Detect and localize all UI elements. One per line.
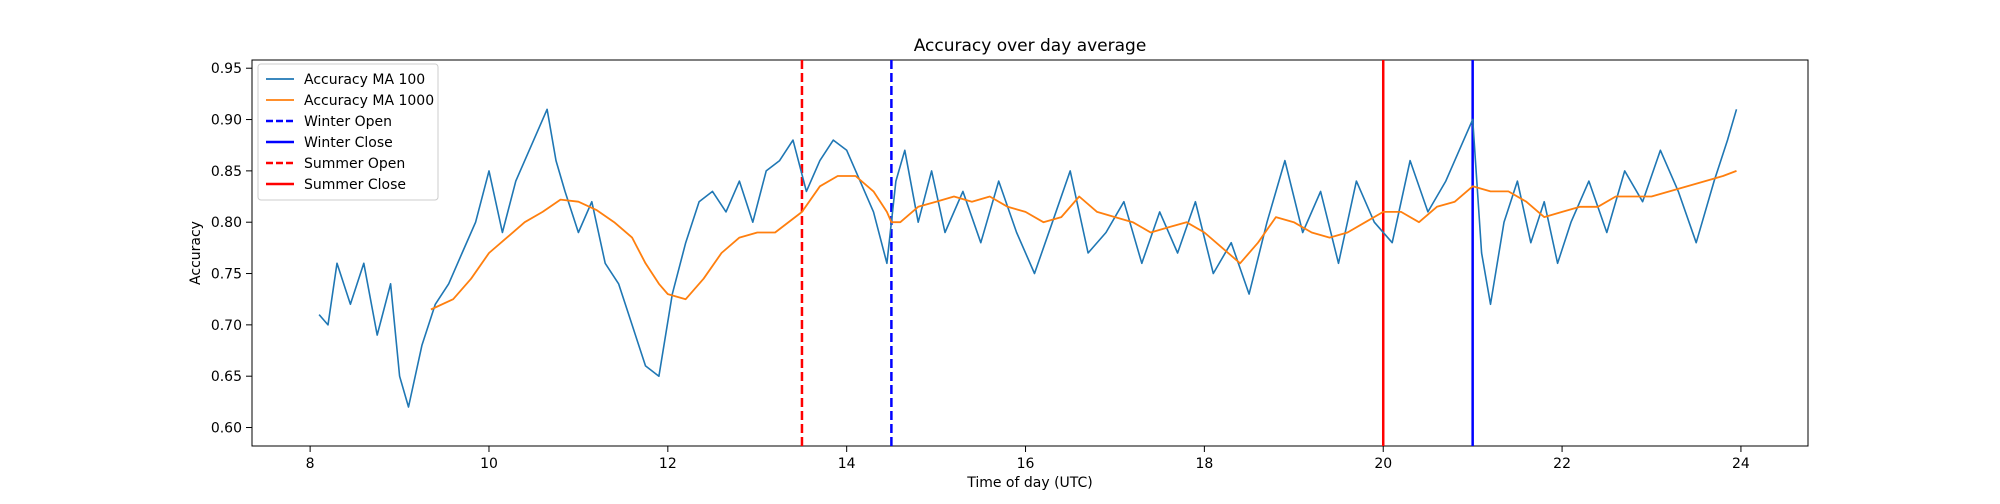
x-tick-label: 16 <box>1017 456 1035 472</box>
y-tick-label: 0.85 <box>211 164 242 180</box>
x-tick-label: 12 <box>659 456 677 472</box>
plot-area: 8 10 12 14 16 18 20 22 24 0.600.650.700.750.800.… <box>211 59 1809 472</box>
x-tick-label: 22 <box>1553 456 1571 472</box>
legend-label: Summer Close <box>304 177 406 193</box>
legend-label: Winter Open <box>304 114 392 130</box>
chart-title: Accuracy over day average <box>914 36 1147 56</box>
y-axis-label: Accuracy <box>188 221 204 285</box>
x-tick-label: 14 <box>838 456 856 472</box>
y-tick-label: 0.75 <box>211 267 242 283</box>
y-tick-label: 0.60 <box>211 421 242 437</box>
legend-label: Summer Open <box>304 156 405 172</box>
y-tick-label: 0.70 <box>211 318 242 334</box>
x-tick-label: 8 <box>306 456 315 472</box>
x-tick-label: 10 <box>480 456 498 472</box>
y-tick-label: 0.80 <box>211 215 242 231</box>
series-line-accuracy-ma-1000 <box>430 170 1737 311</box>
legend-label: Accuracy MA 100 <box>304 72 425 88</box>
legend-label: Winter Close <box>304 135 393 151</box>
y-tick-label: 0.95 <box>211 61 242 77</box>
vertical-lines <box>800 60 1474 446</box>
legend-label: Accuracy MA 1000 <box>304 93 434 109</box>
series-line-accuracy-ma-100 <box>318 108 1738 408</box>
plot-frame <box>251 59 1809 447</box>
x-tick-label: 18 <box>1195 456 1213 472</box>
x-tick-label: 24 <box>1732 456 1750 472</box>
y-tick-label: 0.65 <box>211 369 242 385</box>
legend: Accuracy MA 100 Accuracy MA 1000 Winter Op… <box>257 63 439 201</box>
legend-frame <box>257 63 439 201</box>
x-axis-ticks: 8 10 12 14 16 18 20 22 24 <box>306 446 1750 472</box>
x-axis-label: Time of day (UTC) <box>966 475 1093 491</box>
legend-entries: Accuracy MA 100 Accuracy MA 1000 Winter Op… <box>266 72 434 193</box>
x-tick-label: 20 <box>1374 456 1392 472</box>
y-tick-label: 0.90 <box>211 113 242 129</box>
series-lines <box>318 108 1738 408</box>
y-axis-ticks: 0.60 0.65 0.70 0.75 0.80 0.85 0.90 0.95 <box>211 61 252 437</box>
